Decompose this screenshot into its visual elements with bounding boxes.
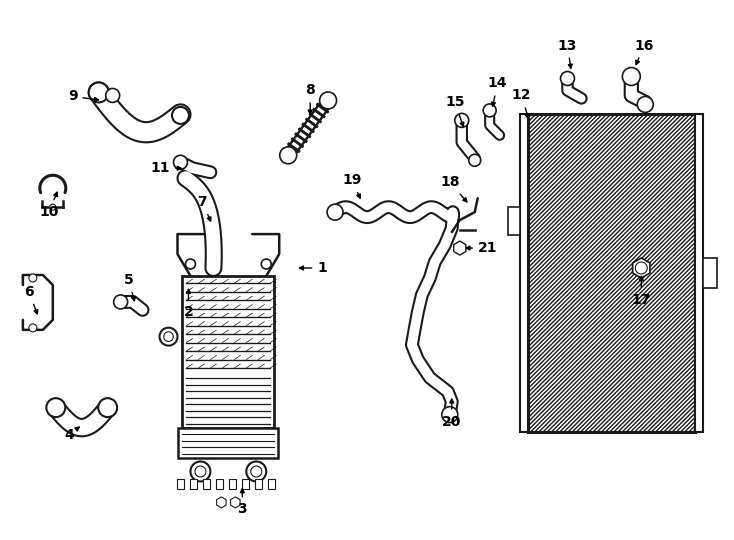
Circle shape (261, 259, 272, 269)
Text: 21: 21 (466, 241, 498, 255)
Circle shape (469, 154, 481, 166)
Circle shape (455, 113, 469, 127)
Text: 16: 16 (635, 38, 654, 65)
Circle shape (195, 466, 206, 477)
Bar (695, 114, 703, 431)
Bar (528, 114, 695, 431)
Circle shape (186, 259, 195, 269)
Bar (229, 480, 236, 489)
Circle shape (280, 147, 297, 164)
Text: 6: 6 (24, 285, 37, 314)
Circle shape (50, 204, 56, 210)
Circle shape (561, 71, 575, 85)
Text: 8: 8 (305, 84, 315, 114)
Text: 7: 7 (197, 195, 211, 221)
Bar (186, 280, 270, 370)
Circle shape (46, 398, 65, 417)
Text: 1: 1 (299, 261, 327, 275)
Text: 12: 12 (512, 89, 531, 118)
Circle shape (483, 104, 496, 117)
Text: 5: 5 (124, 273, 135, 301)
Bar (177, 480, 184, 489)
Bar (528, 114, 695, 431)
Bar (508, 207, 520, 235)
Text: 17: 17 (631, 276, 651, 307)
Bar (216, 480, 223, 489)
Circle shape (172, 107, 189, 124)
Bar (241, 480, 249, 489)
Text: 11: 11 (150, 161, 181, 176)
Bar (203, 480, 210, 489)
Circle shape (190, 462, 211, 482)
Bar (255, 480, 262, 489)
Text: 4: 4 (64, 427, 79, 442)
Circle shape (164, 332, 173, 341)
Text: 13: 13 (558, 38, 577, 68)
Bar (703, 258, 717, 288)
Circle shape (29, 274, 37, 282)
Text: 3: 3 (238, 489, 247, 516)
Text: 20: 20 (442, 399, 462, 429)
Circle shape (251, 466, 262, 477)
Circle shape (114, 295, 128, 309)
Text: 15: 15 (445, 96, 465, 126)
Text: 10: 10 (39, 192, 59, 219)
Circle shape (89, 83, 109, 103)
Circle shape (173, 156, 187, 169)
Circle shape (106, 89, 120, 103)
Bar (183, 276, 275, 428)
Circle shape (637, 97, 653, 112)
Circle shape (622, 68, 640, 85)
Circle shape (247, 462, 266, 482)
Bar (268, 480, 275, 489)
Circle shape (319, 92, 337, 109)
Circle shape (29, 324, 37, 332)
Bar (190, 480, 197, 489)
Circle shape (327, 204, 343, 220)
Circle shape (98, 398, 117, 417)
Text: 2: 2 (184, 289, 193, 319)
Circle shape (442, 407, 458, 423)
Bar (520, 114, 528, 431)
Text: 19: 19 (342, 173, 362, 198)
Bar (528, 114, 695, 431)
Circle shape (159, 328, 178, 346)
Bar (178, 428, 278, 457)
Text: 18: 18 (440, 175, 467, 202)
Text: 14: 14 (488, 77, 507, 106)
Circle shape (636, 262, 647, 274)
Text: 9: 9 (68, 90, 98, 104)
